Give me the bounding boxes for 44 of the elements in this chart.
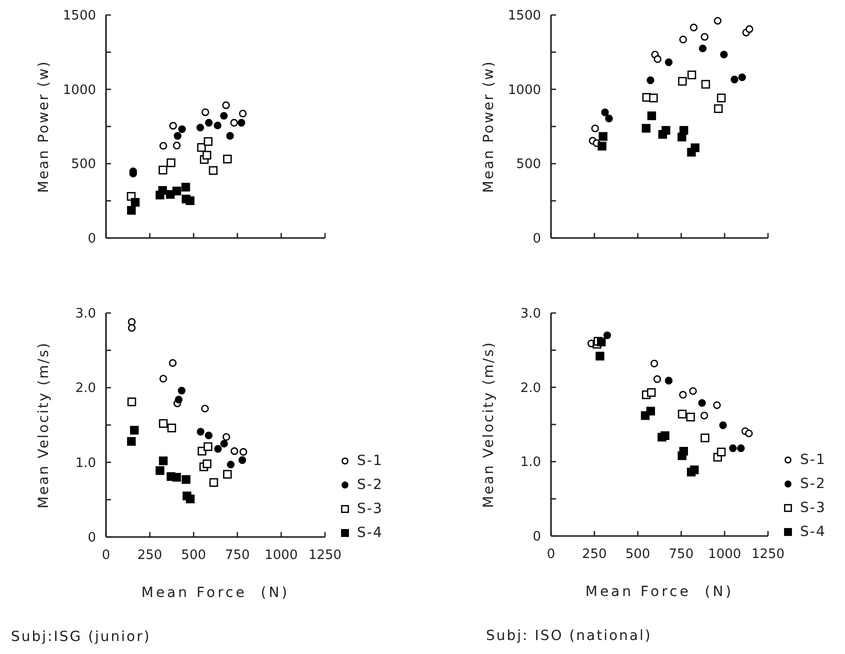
text: Subj:ISG (junior) bbox=[11, 629, 151, 645]
x-tick-label: 500 bbox=[181, 548, 206, 563]
legend-label: S-1 bbox=[800, 452, 826, 468]
y-axis-title: Mean Power (w) bbox=[36, 60, 52, 193]
y-tick-label: 0 bbox=[88, 232, 96, 247]
y-tick-label: 1500 bbox=[62, 8, 96, 24]
x-tick-label: 750 bbox=[224, 548, 250, 563]
x-axis-title: Mean Force (N) bbox=[141, 585, 290, 601]
legend-label: S-2 bbox=[800, 476, 826, 492]
y-tick-label: 0 bbox=[532, 530, 541, 545]
x-tick-label: 1250 bbox=[308, 548, 342, 563]
y-tick-label: 3.0 bbox=[520, 306, 541, 322]
y-tick-label: 0 bbox=[88, 530, 96, 546]
legend-label: S-4 bbox=[357, 525, 383, 541]
legend-label: S-4 bbox=[800, 524, 826, 540]
y-tick-label: 500 bbox=[71, 157, 96, 172]
x-tick-label: 1000 bbox=[264, 548, 298, 563]
x-tick-label: 1250 bbox=[751, 547, 785, 562]
y-tick-label: 1.0 bbox=[75, 456, 96, 471]
x-tick-label: 0 bbox=[102, 548, 110, 563]
x-tick-label: 0 bbox=[546, 547, 556, 562]
legend-label: S-2 bbox=[357, 477, 383, 493]
x-tick-label: 500 bbox=[625, 547, 650, 562]
x-tick-label: 250 bbox=[582, 547, 607, 562]
y-tick-label: 2.0 bbox=[520, 380, 541, 396]
y-tick-label: 1000 bbox=[62, 82, 96, 98]
x-tick-label: 1000 bbox=[708, 547, 742, 562]
y-tick-label: 1.0 bbox=[520, 455, 541, 470]
x-tick-label: 750 bbox=[668, 547, 694, 562]
legend-label: S-3 bbox=[800, 500, 826, 516]
y-axis-title: Mean Velocity (m/s) bbox=[481, 340, 497, 508]
y-tick-label: 0 bbox=[532, 232, 541, 247]
y-tick-label: 3.0 bbox=[75, 306, 96, 322]
legend-label: S-1 bbox=[357, 453, 383, 469]
y-axis-title: Mean Power (w) bbox=[481, 60, 497, 193]
y-tick-label: 2.0 bbox=[75, 381, 96, 396]
legend-label: S-3 bbox=[357, 501, 383, 517]
y-tick-label: 1000 bbox=[508, 82, 541, 98]
y-axis-title: Mean Velocity (m/s) bbox=[36, 341, 52, 509]
x-tick-label: 250 bbox=[137, 548, 162, 563]
y-tick-label: 500 bbox=[516, 157, 541, 172]
x-axis-title: Mean Force (N) bbox=[585, 584, 734, 600]
y-tick-label: 1500 bbox=[508, 8, 541, 24]
text: Subj: ISO (national) bbox=[486, 628, 652, 644]
